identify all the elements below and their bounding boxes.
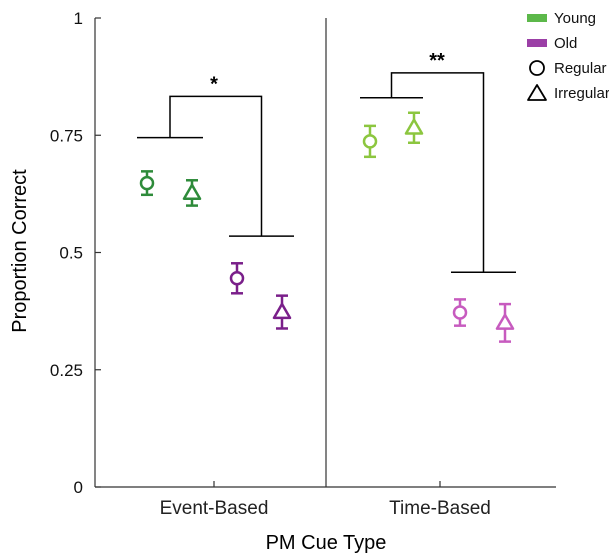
legend-circle-marker (529, 60, 545, 76)
legend-label: Young (554, 10, 596, 27)
legend-label: Old (554, 35, 577, 52)
legend-triangle-marker (527, 84, 547, 101)
data-point (452, 305, 468, 320)
data-point (362, 134, 378, 149)
significance-label: * (210, 73, 218, 95)
y-axis-title: Proportion Correct (9, 169, 31, 333)
y-tick-label: 1 (74, 9, 83, 28)
legend-label: Regular (554, 60, 607, 77)
legend-swatch (527, 14, 547, 22)
legend-label: Irregular (554, 85, 609, 102)
y-tick-label: 0.25 (50, 361, 83, 380)
legend-swatch (527, 39, 547, 47)
data-point (495, 313, 515, 330)
data-point (229, 271, 245, 286)
y-tick-label: 0.5 (59, 244, 83, 263)
data-point (272, 302, 292, 320)
data-point (139, 175, 155, 191)
x-tick-label: Time-Based (389, 498, 491, 519)
data-point (404, 118, 424, 135)
y-tick-label: 0.75 (50, 126, 83, 145)
significance-label: ** (429, 50, 445, 72)
data-point (182, 183, 202, 200)
x-tick-label: Event-Based (160, 498, 269, 519)
significance-bracket (169, 95, 263, 237)
x-axis-title: PM Cue Type (266, 532, 387, 554)
legend: Young Old Regular Irregular (527, 10, 609, 102)
significance-bracket (390, 72, 485, 273)
y-tick-label: 0 (74, 478, 83, 497)
